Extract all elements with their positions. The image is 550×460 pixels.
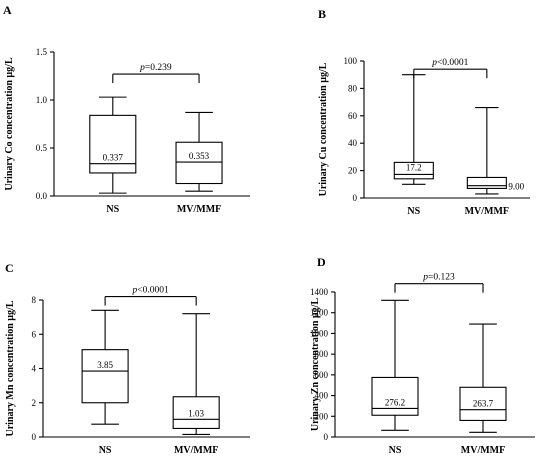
p-value: <0.0001: [437, 58, 469, 68]
p-value-label: p<0.0001: [132, 286, 169, 296]
p-value: =0.123: [428, 273, 455, 283]
x-tick-label: MV/MMF: [465, 206, 509, 217]
iqr-box: [81, 349, 129, 404]
significance-bracket: p<0.0001: [413, 58, 488, 79]
box-ns: 276.2: [371, 299, 419, 431]
iqr-box: [172, 396, 220, 429]
y-tick-label: 1.5: [36, 47, 48, 57]
y-tick-label: 80: [348, 83, 358, 93]
panel-letter: A: [3, 3, 12, 17]
panel-a: A Urinary Co concentration µg/L 0.0 0.5 1.0 1…: [3, 3, 250, 215]
iqr-box: [459, 386, 507, 421]
x-tick-label: MV/MMF: [174, 445, 218, 456]
panel-b: B Urinary Cu concentration µg/L 0 20 40 60 80 1…: [318, 7, 530, 217]
median-label: 0.353: [189, 151, 210, 161]
median-label: 0.337: [103, 153, 124, 163]
p-symbol: p: [422, 273, 428, 283]
median-label: 9.00: [508, 182, 524, 192]
x-tick-label: NS: [106, 204, 119, 215]
significance-bracket: p<0.0001: [104, 286, 197, 306]
panel-letter: D: [317, 255, 326, 269]
panel-letter: B: [318, 7, 326, 21]
x-tick-label: NS: [99, 445, 112, 456]
y-tick-label: 200: [315, 411, 329, 421]
box-mvmmf: 9.00: [466, 107, 525, 195]
y-tick-label: 6: [32, 329, 37, 339]
y-tick-label: 1000: [310, 328, 329, 338]
y-tick-label: 800: [315, 349, 329, 359]
p-value-label: p<0.0001: [431, 58, 468, 68]
iqr-box: [175, 141, 223, 185]
y-tick-label: 2: [32, 398, 37, 408]
y-tick-label: 0: [353, 193, 358, 203]
significance-bracket: p=0.239: [112, 63, 200, 84]
x-tick-label: NS: [407, 206, 420, 217]
box-ns: 0.337: [89, 96, 137, 194]
y-axis-label: Urinary Zn concentration µg/L: [310, 298, 321, 432]
iqr-box: [371, 376, 419, 416]
p-symbol: p: [431, 58, 437, 68]
panel-d: D Urinary Zn concentration µg/L0 200 400 600…: [310, 255, 535, 456]
y-tick-label: 1.0: [36, 95, 48, 105]
median-label: 263.7: [473, 399, 494, 409]
box-ns: 3.85: [81, 309, 129, 425]
y-tick-label: 8: [32, 295, 37, 305]
panel-c: C Urinary Mn concentration µg/L 0 2 4 6 8 3.85 N…: [5, 261, 250, 456]
y-axis-label: Urinary Mn concentration µg/L: [5, 300, 16, 436]
y-tick-label: 0: [324, 432, 329, 442]
iqr-box: [89, 114, 137, 174]
x-tick-label: MV/MMF: [461, 445, 505, 456]
panel-letter: C: [5, 261, 14, 275]
box-mvmmf: 1.03: [172, 313, 220, 435]
p-value-label: p=0.239: [139, 63, 172, 73]
x-tick-label: NS: [389, 445, 402, 456]
y-tick-label: 400: [315, 391, 329, 401]
box-mvmmf: 263.7: [459, 323, 507, 433]
y-tick-label: 100: [344, 56, 358, 66]
y-tick-label: 0.0: [36, 191, 48, 201]
box-ns: 17.2: [393, 74, 434, 185]
significance-bracket: p=0.123: [394, 273, 484, 293]
median-label: 17.2: [406, 162, 422, 172]
p-value: <0.0001: [137, 286, 169, 296]
box-mvmmf: 0.353: [175, 111, 223, 192]
p-value-label: p=0.123: [422, 273, 455, 283]
p-symbol: p: [139, 63, 145, 73]
median-label: 1.03: [188, 408, 204, 418]
y-tick-label: 1400: [310, 287, 329, 297]
y-axis-label: Urinary Cu concentration µg/L: [318, 62, 329, 196]
iqr-box: [466, 176, 507, 189]
y-tick-label: 20: [348, 166, 358, 176]
median-label: 3.85: [97, 360, 113, 370]
y-tick-label: 0.5: [36, 143, 48, 153]
p-symbol: p: [132, 286, 138, 296]
y-tick-label: 4: [32, 364, 37, 374]
median-label: 276.2: [385, 397, 405, 407]
y-tick-label: 600: [315, 370, 329, 380]
y-tick-label: 40: [348, 138, 358, 148]
y-tick-label: 60: [348, 111, 358, 121]
y-tick-label: 0: [32, 432, 37, 442]
x-tick-label: MV/MMF: [177, 204, 221, 215]
y-tick-label: 1200: [310, 308, 329, 318]
y-axis-label: Urinary Co concentration µg/L: [4, 57, 15, 191]
p-value: =0.239: [145, 63, 172, 73]
